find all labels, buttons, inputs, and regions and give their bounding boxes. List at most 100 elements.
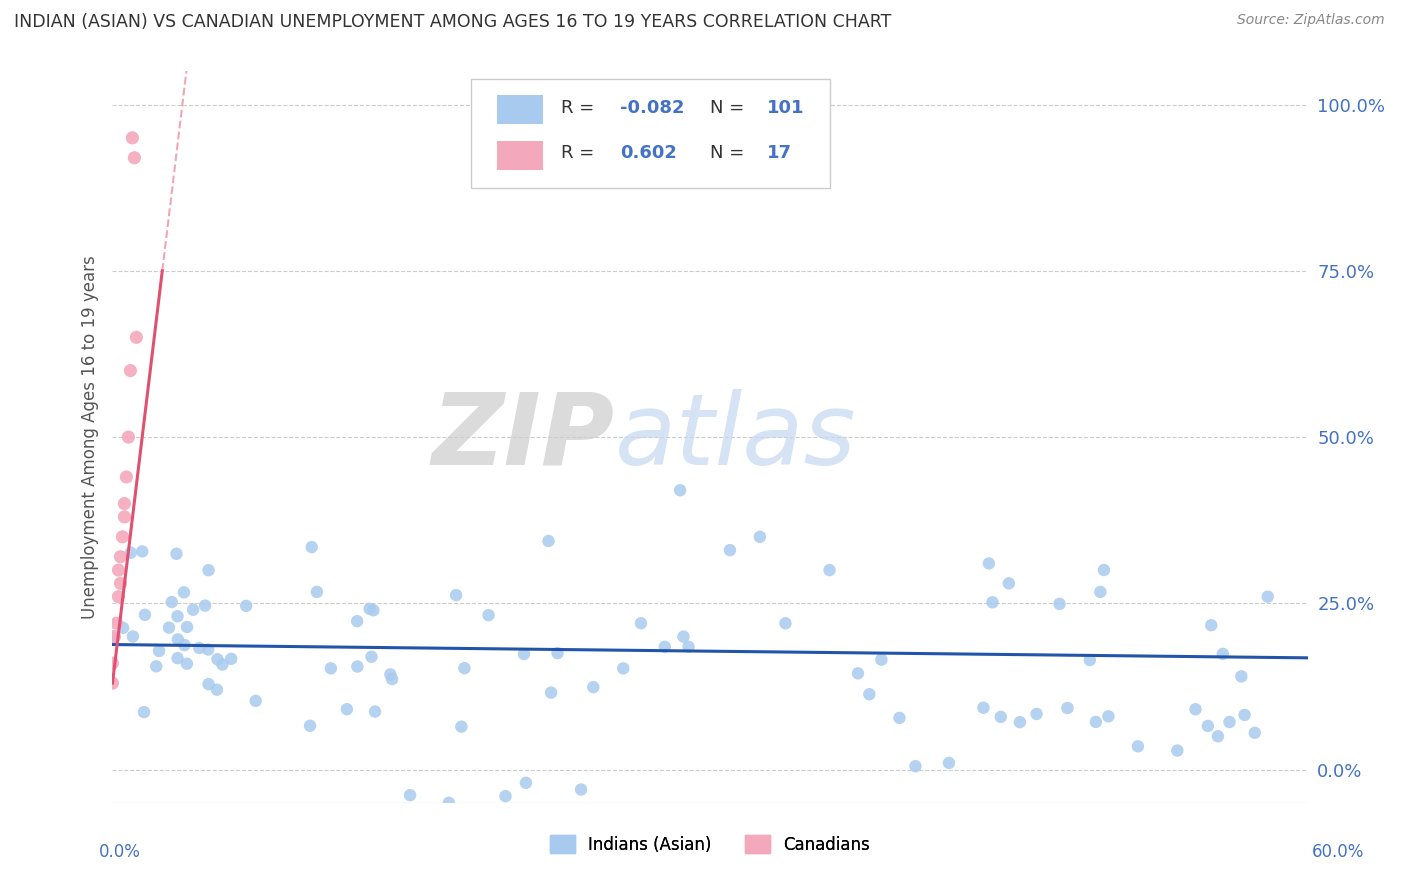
Point	[124, 151, 146, 165]
FancyBboxPatch shape	[498, 95, 543, 124]
Point	[1230, 669, 1253, 683]
Point	[173, 585, 195, 599]
Point	[889, 711, 911, 725]
Point	[364, 705, 387, 719]
Text: INDIAN (ASIAN) VS CANADIAN UNEMPLOYMENT AMONG AGES 16 TO 19 YEARS CORRELATION CH: INDIAN (ASIAN) VS CANADIAN UNEMPLOYMENT …	[14, 13, 891, 31]
Point	[870, 652, 893, 666]
Point	[818, 563, 841, 577]
Point	[105, 616, 128, 631]
Point	[176, 620, 198, 634]
Point	[456, 802, 478, 816]
Point	[748, 530, 770, 544]
Point	[101, 676, 124, 690]
Point	[197, 677, 219, 691]
Point	[107, 590, 129, 604]
Point	[145, 659, 167, 673]
Point	[110, 549, 132, 564]
Point	[630, 616, 652, 631]
Point	[846, 666, 869, 681]
Point	[537, 533, 560, 548]
Point	[125, 330, 148, 344]
Point	[977, 557, 1000, 571]
Point	[1212, 647, 1234, 661]
Text: -0.082: -0.082	[620, 99, 685, 117]
Point	[197, 642, 219, 657]
Point	[132, 705, 155, 719]
Text: ZIP: ZIP	[432, 389, 614, 485]
Point	[1056, 701, 1078, 715]
Point	[166, 547, 188, 561]
Point	[110, 576, 132, 591]
Point	[381, 672, 404, 686]
Text: R =: R =	[561, 145, 599, 162]
Point	[990, 710, 1012, 724]
Point	[103, 631, 125, 645]
Point	[101, 656, 124, 670]
Text: atlas: atlas	[614, 389, 856, 485]
Point	[166, 609, 188, 624]
Point	[515, 776, 537, 790]
Point	[205, 682, 228, 697]
Point	[121, 630, 143, 644]
Point	[1233, 708, 1256, 723]
Point	[336, 702, 359, 716]
Y-axis label: Unemployment Among Ages 16 to 19 years: Unemployment Among Ages 16 to 19 years	[80, 255, 98, 619]
Point	[134, 607, 156, 622]
Point	[582, 680, 605, 694]
Point	[107, 563, 129, 577]
Text: N =: N =	[710, 99, 749, 117]
Point	[115, 470, 138, 484]
Point	[669, 483, 692, 498]
Point	[654, 640, 676, 654]
Point	[495, 789, 517, 804]
Point	[547, 646, 569, 660]
Point	[612, 661, 634, 675]
Point	[1243, 726, 1265, 740]
Point	[181, 603, 204, 617]
FancyBboxPatch shape	[498, 141, 543, 170]
Point	[157, 621, 180, 635]
Point	[1084, 714, 1107, 729]
Point	[298, 719, 321, 733]
Point	[114, 497, 135, 511]
Point	[437, 796, 460, 810]
Point	[1092, 563, 1115, 577]
Point	[477, 608, 499, 623]
Point	[1199, 618, 1222, 632]
Point	[938, 756, 960, 770]
Point	[114, 509, 135, 524]
Point	[981, 595, 1004, 609]
Point	[399, 788, 422, 802]
Point	[453, 661, 475, 675]
Text: 60.0%: 60.0%	[1312, 843, 1364, 861]
Point	[112, 621, 135, 635]
Point	[513, 647, 536, 661]
Point	[160, 595, 183, 609]
Point	[120, 363, 142, 377]
Point	[1126, 739, 1149, 754]
Point	[319, 661, 342, 675]
Text: 17: 17	[768, 145, 793, 162]
Point	[972, 700, 994, 714]
Point	[1090, 585, 1112, 599]
Point	[301, 540, 323, 554]
Point	[1008, 715, 1031, 730]
Point	[305, 585, 328, 599]
Point	[121, 131, 143, 145]
Point	[117, 430, 139, 444]
Point	[346, 659, 368, 673]
Point	[197, 563, 219, 577]
Point	[219, 652, 242, 666]
FancyBboxPatch shape	[471, 78, 830, 188]
Point	[245, 694, 267, 708]
Point	[1218, 714, 1240, 729]
Point	[1078, 653, 1101, 667]
Point	[672, 630, 695, 644]
Point	[111, 530, 134, 544]
Text: Source: ZipAtlas.com: Source: ZipAtlas.com	[1237, 13, 1385, 28]
Point	[569, 782, 592, 797]
Point	[904, 759, 927, 773]
Point	[1257, 590, 1279, 604]
Point	[444, 588, 467, 602]
Point	[678, 640, 700, 654]
